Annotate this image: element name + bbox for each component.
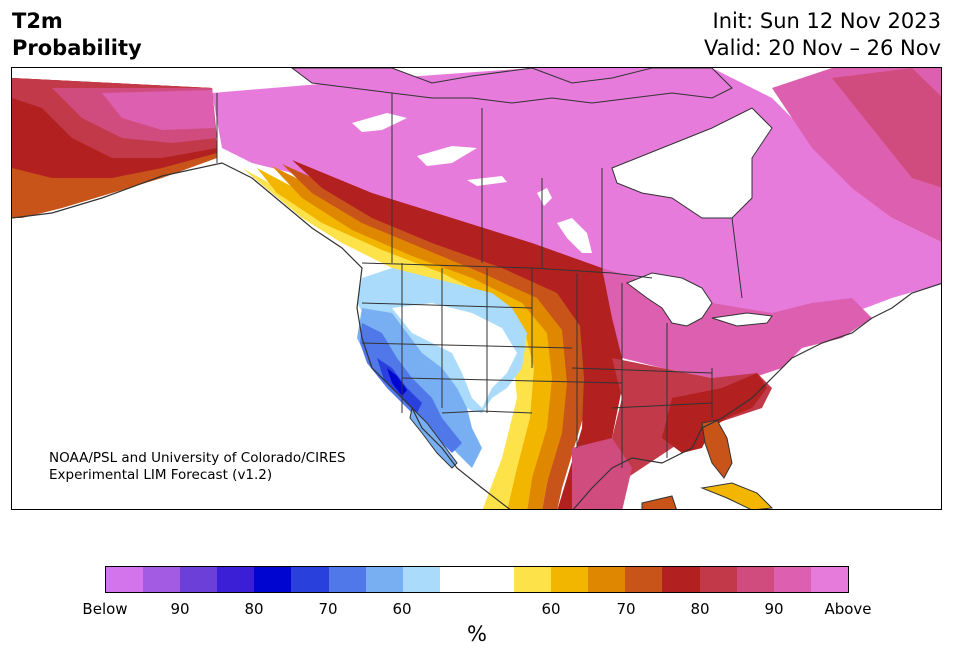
colorbar-swatch xyxy=(699,567,737,592)
colorbar-swatch xyxy=(106,567,144,592)
probability-map xyxy=(11,67,942,510)
region-labrador xyxy=(832,68,941,188)
colorbar-swatch xyxy=(254,567,292,592)
great-bear-lake xyxy=(352,113,407,132)
region-alaska-peak xyxy=(102,90,215,130)
cuba xyxy=(700,482,774,509)
colorbar-swatch xyxy=(328,567,366,592)
coastlines xyxy=(12,162,941,509)
band-gold xyxy=(257,168,562,509)
political-borders xyxy=(216,93,743,468)
colorbar-swatch xyxy=(514,567,552,592)
tick-label-above: Above xyxy=(824,600,872,618)
credit-line-1: NOAA/PSL and University of Colorado/CIRE… xyxy=(49,450,346,466)
map-title: T2m Probability xyxy=(12,8,142,62)
colorbar-swatch xyxy=(625,567,663,592)
colorbar-swatch xyxy=(439,567,477,592)
colorbar-swatch xyxy=(662,567,700,592)
colorbar-swatch xyxy=(143,567,181,592)
map-svg xyxy=(12,68,941,509)
region-southeast-red xyxy=(662,373,767,453)
yucatan xyxy=(641,495,677,509)
colorbar-swatch xyxy=(402,567,440,592)
tick-label-below: Below xyxy=(82,600,128,618)
colorbar-swatch xyxy=(551,567,589,592)
lake-winnipeg xyxy=(557,218,592,253)
colorbar-swatch xyxy=(476,567,515,592)
band-red xyxy=(292,160,622,509)
tick-label-above-60: 60 xyxy=(541,600,561,618)
hudson-bay xyxy=(611,107,773,219)
lake-erie-ontario xyxy=(711,312,773,327)
valid-range: Valid: 20 Nov – 26 Nov xyxy=(704,36,941,60)
title-line-1: T2m xyxy=(12,9,63,33)
west-white-core xyxy=(392,303,517,408)
colorbar-swatch xyxy=(180,567,218,592)
tick-label-below-70: 70 xyxy=(318,600,338,618)
west-blue xyxy=(360,323,462,453)
colorbar-swatch xyxy=(291,567,329,592)
probability-colorbar xyxy=(105,566,849,593)
colorbar-swatch xyxy=(365,567,403,592)
tick-label-below-90: 90 xyxy=(170,600,190,618)
colorbar-swatch xyxy=(217,567,255,592)
tick-label-below-60: 60 xyxy=(392,600,412,618)
colorbar-swatch xyxy=(588,567,626,592)
lake-winnipegosis xyxy=(537,188,552,206)
lake-athabasca xyxy=(467,176,507,186)
colorbar-swatch xyxy=(773,567,811,592)
region-mexico-south xyxy=(572,438,632,509)
tick-label-above-70: 70 xyxy=(616,600,636,618)
great-slave-lake xyxy=(417,146,477,166)
title-line-2: Probability xyxy=(12,36,142,60)
tick-label-below-80: 80 xyxy=(244,600,264,618)
tick-label-above-90: 90 xyxy=(764,600,784,618)
arctic-islands xyxy=(291,68,733,104)
colorbar-swatch xyxy=(736,567,774,592)
colorbar-swatch xyxy=(810,567,848,592)
init-date: Init: Sun 12 Nov 2023 xyxy=(712,9,941,33)
forecast-dates: Init: Sun 12 Nov 2023 Valid: 20 Nov – 26… xyxy=(704,8,941,62)
colorbar-unit-label: % xyxy=(467,622,487,646)
great-lakes xyxy=(625,272,713,327)
region-florida xyxy=(701,419,733,479)
tick-label-above-80: 80 xyxy=(690,600,710,618)
data-credit: NOAA/PSL and University of Colorado/CIRE… xyxy=(49,450,346,484)
credit-line-2: Experimental LIM Forecast (v1.2) xyxy=(49,467,273,483)
